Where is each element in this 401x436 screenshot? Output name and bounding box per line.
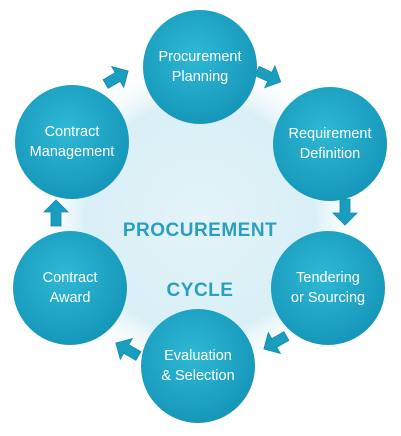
node-circle-contract-award (13, 231, 127, 345)
node-label-evaluation-and-selection: Evaluation & Selection (161, 348, 235, 384)
node-circle-evaluation-and-selection (141, 309, 255, 423)
center-title-line-2: CYCLE (166, 280, 234, 301)
node-label-contract-award: Contract Award (42, 270, 98, 306)
node-circle-tendering-or-sourcing (271, 231, 385, 345)
arrow-requirement-to-tendering (332, 198, 358, 226)
node-circle-requirement-definition (273, 87, 387, 201)
center-title: PROCUREMENT CYCLE (90, 186, 310, 336)
node-label-tendering-or-sourcing: Tendering or Sourcing (290, 270, 366, 306)
arrow-planning-to-requirement (254, 64, 282, 89)
arrow-award-to-management (43, 199, 69, 227)
arrow-evaluation-to-award (115, 337, 142, 361)
cycle-nodes (13, 10, 387, 423)
node-label-requirement-definition: Requirement Definition (288, 126, 372, 162)
node-label-procurement-planning: Procurement Planning (158, 49, 242, 85)
cycle-arrows (43, 64, 358, 361)
center-title-line-1: PROCUREMENT (122, 220, 278, 241)
node-circle-procurement-planning (143, 10, 257, 124)
arrow-tendering-to-evaluation (263, 331, 290, 355)
node-label-contract-management: Contract Management (29, 124, 115, 160)
node-circle-contract-management (15, 85, 129, 199)
arrow-management-to-planning (102, 65, 129, 89)
